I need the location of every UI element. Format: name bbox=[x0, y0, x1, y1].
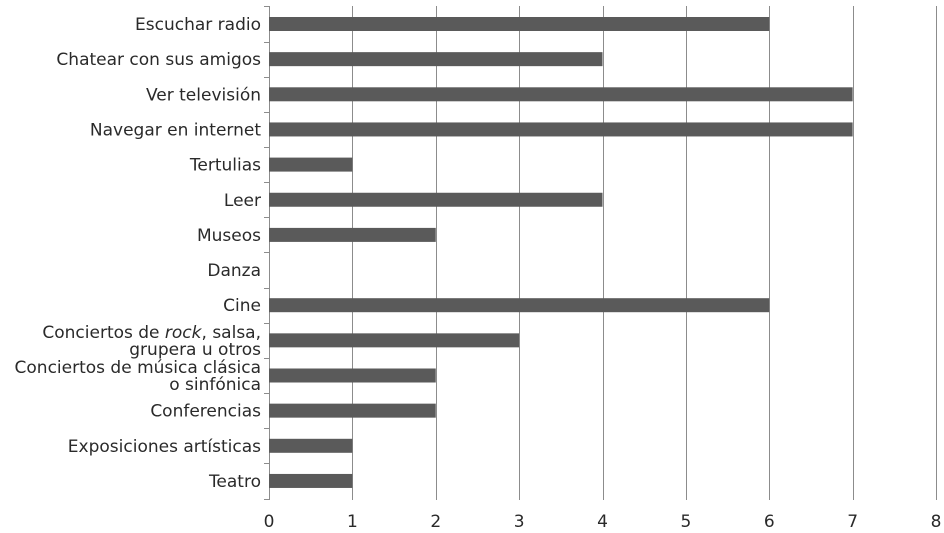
x-tick-label: 4 bbox=[597, 512, 608, 532]
category-label-line: grupera u otros bbox=[129, 340, 261, 360]
category-label: Chatear con sus amigos bbox=[56, 50, 261, 70]
category-label-line: Escuchar radio bbox=[135, 15, 261, 35]
x-tick-label: 3 bbox=[514, 512, 525, 532]
bar-9 bbox=[269, 333, 520, 348]
bar-1 bbox=[269, 52, 603, 67]
category-label: Conciertos de rock, salsa, grupera u otro… bbox=[42, 323, 261, 360]
x-tick-label: 0 bbox=[264, 512, 275, 532]
category-label-line: Danza bbox=[207, 261, 261, 281]
x-tick-label: 8 bbox=[931, 512, 942, 532]
category-label: Navegar en internet bbox=[90, 120, 261, 140]
category-label-line: Ver televisión bbox=[146, 85, 261, 105]
x-tick-label: 6 bbox=[764, 512, 775, 532]
bar-0 bbox=[269, 17, 770, 31]
category-label: Danza bbox=[207, 261, 261, 281]
category-label-line: Conferencias bbox=[150, 402, 261, 422]
category-label: Exposiciones artísticas bbox=[68, 437, 261, 457]
category-label: Conciertos de música clásica o sinfónica bbox=[15, 358, 261, 395]
bar-layer bbox=[269, 17, 853, 488]
category-label-line: Tertulias bbox=[189, 156, 261, 176]
bar-8 bbox=[269, 298, 770, 313]
category-label: Ver televisión bbox=[146, 85, 261, 105]
category-label: Cine bbox=[223, 296, 261, 316]
category-label-line: o sinfónica bbox=[169, 375, 261, 395]
category-label: Museos bbox=[197, 226, 261, 246]
bar-13 bbox=[269, 473, 353, 488]
x-tick-label: 7 bbox=[847, 512, 858, 532]
bar-4 bbox=[269, 157, 353, 172]
bar-3 bbox=[269, 122, 853, 137]
bar-11 bbox=[269, 403, 436, 418]
category-label-line: Leer bbox=[224, 191, 261, 211]
category-label: Escuchar radio bbox=[135, 15, 261, 35]
category-label-line: Exposiciones artísticas bbox=[68, 437, 261, 457]
category-label: Leer bbox=[224, 191, 261, 211]
category-label-line: Conciertos de música clásica bbox=[15, 358, 261, 378]
x-tick-label: 2 bbox=[430, 512, 441, 532]
category-label-line: Chatear con sus amigos bbox=[56, 50, 261, 70]
x-tick-label: 1 bbox=[347, 512, 358, 532]
bar-10 bbox=[269, 368, 436, 383]
category-label: Conferencias bbox=[150, 402, 261, 422]
category-label-layer: Escuchar radio Chatear con sus amigos Ver … bbox=[15, 15, 262, 492]
grid-layer bbox=[264, 6, 937, 500]
category-label-line: Museos bbox=[197, 226, 261, 246]
bar-5 bbox=[269, 192, 603, 207]
italic-word: rock bbox=[165, 323, 203, 343]
category-label-line: Cine bbox=[223, 296, 261, 316]
bar-12 bbox=[269, 438, 353, 453]
category-label-line: Navegar en internet bbox=[90, 120, 261, 140]
category-label-line: Conciertos de rock, salsa, bbox=[42, 323, 261, 343]
bar-6 bbox=[269, 227, 436, 242]
category-label: Tertulias bbox=[189, 156, 261, 176]
bar-2 bbox=[269, 87, 853, 102]
x-tick-label: 5 bbox=[680, 512, 691, 532]
category-label: Teatro bbox=[208, 472, 261, 492]
category-label-line: Teatro bbox=[208, 472, 261, 492]
x-tick-label-layer: 0 1 2 3 4 5 6 7 8 bbox=[264, 512, 942, 532]
